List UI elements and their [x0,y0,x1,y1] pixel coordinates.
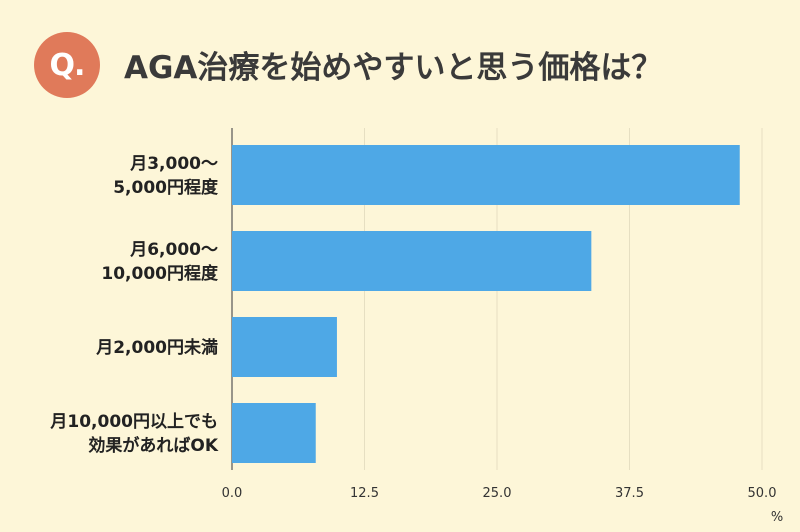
category-label: 月10,000円以上でも [49,412,218,432]
chart-title: AGA治療を始めやすいと思う価格は？ [124,50,663,86]
category-label: 10,000円程度 [101,263,219,284]
bar [232,317,337,377]
category-label: 5,000円程度 [113,177,219,198]
question-badge: Q. [34,32,100,98]
bar [232,403,316,463]
category-label: 月3,000〜 [129,154,218,174]
x-tick-label: 50.0 [748,486,777,501]
x-tick-label: 37.5 [615,486,644,501]
category-label: 月6,000〜 [129,240,218,260]
unit-label: % [771,510,783,525]
x-tick-label: 12.5 [350,486,379,501]
category-label: 効果があればOK [88,435,218,456]
bar [232,145,740,205]
bar [232,231,592,291]
x-tick-label: 0.0 [222,486,243,501]
category-label: 月2,000円未満 [95,337,218,358]
x-tick-label: 25.0 [483,486,512,501]
